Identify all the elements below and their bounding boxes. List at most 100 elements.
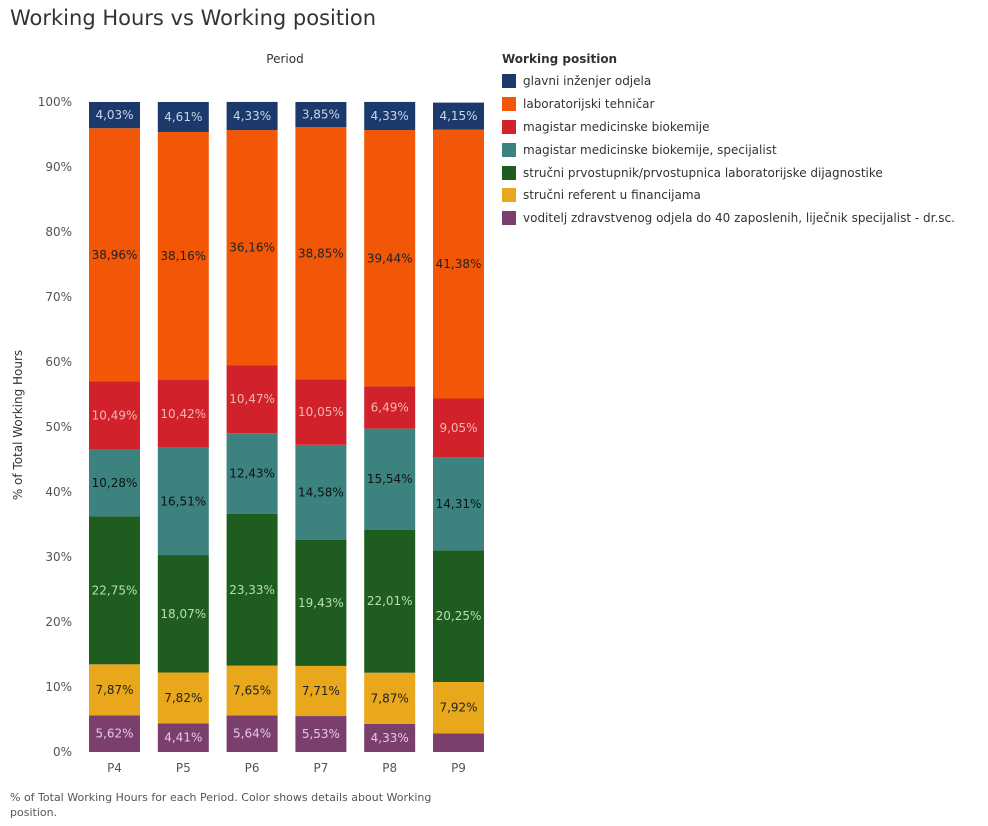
data-label: 4,33% xyxy=(233,109,271,123)
legend-swatch xyxy=(502,119,516,134)
bar-segment xyxy=(157,447,209,556)
data-label: 5,64% xyxy=(233,727,271,741)
y-tick-label: 20% xyxy=(45,615,72,629)
data-label: 38,96% xyxy=(92,248,138,262)
legend-swatch xyxy=(502,142,516,157)
legend-items: glavni inženjer odjela laboratorijski teh… xyxy=(502,70,955,230)
bar-segment xyxy=(226,433,278,514)
y-tick-label: 70% xyxy=(45,290,72,304)
data-label: 23,33% xyxy=(229,583,275,597)
legend-item[interactable]: magistar medicinske biokemije, specijali… xyxy=(502,138,955,161)
legend-swatch xyxy=(502,97,516,112)
bar-segment xyxy=(89,516,140,665)
data-label: 36,16% xyxy=(229,241,275,255)
bar-segment xyxy=(295,379,347,445)
bar-segment xyxy=(295,665,347,717)
data-label: 6,49% xyxy=(371,401,409,415)
bar-segment xyxy=(226,101,278,131)
data-label: 9,05% xyxy=(439,421,477,435)
data-label: 7,82% xyxy=(164,691,202,705)
y-tick-label: 90% xyxy=(45,160,72,174)
data-label: 5,53% xyxy=(302,727,340,741)
data-label: 4,61% xyxy=(164,110,202,124)
x-tick-label: P8 xyxy=(382,761,397,775)
data-label: 12,43% xyxy=(229,467,275,481)
data-label: 7,65% xyxy=(233,683,271,697)
x-tick-label: P5 xyxy=(176,761,191,775)
data-label: 41,38% xyxy=(436,257,482,271)
bar-segment xyxy=(157,380,209,448)
bar-segment xyxy=(89,381,140,450)
y-tick-label: 0% xyxy=(53,745,72,759)
data-label: 38,16% xyxy=(160,249,206,263)
bars-group: 5,62% 7,87% 22,75% 10,28% 10,49% 38,96% 4,03% 4… xyxy=(89,101,484,752)
bar-segment xyxy=(89,715,140,752)
x-tick-label: P9 xyxy=(451,761,466,775)
legend-item[interactable]: glavni inženjer odjela xyxy=(502,70,955,93)
bar-segment xyxy=(295,102,347,128)
bar-segment xyxy=(89,449,140,517)
data-label: 22,75% xyxy=(92,583,138,597)
legend-swatch xyxy=(502,211,516,226)
legend-swatch xyxy=(502,188,516,203)
data-label: 10,42% xyxy=(160,407,206,421)
bar-segment xyxy=(157,555,209,673)
legend-label: stručni prvostupnik/prvostupnica laborat… xyxy=(523,165,883,180)
y-tick-label: 30% xyxy=(45,550,72,564)
bar-segment xyxy=(364,672,416,724)
legend-item[interactable]: voditelj zdravstvenog odjela do 40 zapos… xyxy=(502,207,955,230)
legend-label: glavni inženjer odjela xyxy=(523,74,652,89)
bar-segment xyxy=(433,102,484,130)
data-label: 19,43% xyxy=(298,596,344,610)
data-label: 10,47% xyxy=(229,392,275,406)
bar-segment xyxy=(364,529,416,673)
legend-item[interactable]: stručni referent u financijama xyxy=(502,184,955,207)
bar-segment xyxy=(433,457,484,551)
stacked-bar-chart: Period % of Total Working Hours 0% 10% 20%… xyxy=(11,52,484,775)
x-tick-label: P4 xyxy=(107,761,122,775)
data-label: 4,41% xyxy=(164,731,202,745)
bar-segment xyxy=(433,550,484,682)
bar-segment xyxy=(295,127,347,380)
data-label: 14,58% xyxy=(298,485,344,499)
bar-segment xyxy=(226,130,278,366)
bar-segment xyxy=(364,428,416,530)
data-label: 7,87% xyxy=(95,683,133,697)
data-label: 39,44% xyxy=(367,251,413,265)
legend: Working position glavni inženjer odjela l… xyxy=(502,52,955,230)
data-label: 20,25% xyxy=(436,609,482,623)
data-label: 22,01% xyxy=(367,594,413,608)
legend-title: Working position xyxy=(502,52,618,66)
data-label: 38,85% xyxy=(298,246,344,260)
bar-segment xyxy=(157,672,209,724)
legend-label: voditelj zdravstvenog odjela do 40 zapos… xyxy=(523,211,955,226)
bar-segment xyxy=(157,102,209,132)
bar-segment xyxy=(433,681,484,734)
y-tick-label: 10% xyxy=(45,680,72,694)
bar-segment xyxy=(295,444,347,540)
bar-segment xyxy=(433,733,484,752)
data-label: 10,28% xyxy=(92,476,138,490)
legend-item[interactable]: magistar medicinske biokemije xyxy=(502,116,955,139)
bar-segment xyxy=(364,101,416,131)
bar-segment xyxy=(157,131,209,381)
legend-item[interactable]: laboratorijski tehničar xyxy=(502,93,955,116)
legend-label: stručni referent u financijama xyxy=(523,188,701,203)
chart-caption: % of Total Working Hours for each Period… xyxy=(10,791,432,819)
bar-segment xyxy=(364,723,416,752)
data-label: 7,92% xyxy=(439,701,477,715)
data-label: 7,71% xyxy=(302,684,340,698)
x-axis-ticks: P4 P5 P6 P7 P8 P9 xyxy=(107,761,466,775)
bar-segment xyxy=(226,365,278,434)
legend-label: magistar medicinske biokemije, specijali… xyxy=(523,142,777,157)
data-label: 4,33% xyxy=(371,109,409,123)
legend-swatch xyxy=(502,74,516,89)
bar-segment xyxy=(89,102,140,129)
data-label: 16,51% xyxy=(160,494,206,508)
bar-segment xyxy=(226,513,278,666)
legend-item[interactable]: stručni prvostupnik/prvostupnica laborat… xyxy=(502,161,955,184)
data-label: 10,49% xyxy=(92,409,138,423)
y-axis-title: % of Total Working Hours xyxy=(11,350,25,500)
x-tick-label: P7 xyxy=(313,761,328,775)
y-tick-label: 50% xyxy=(45,420,72,434)
